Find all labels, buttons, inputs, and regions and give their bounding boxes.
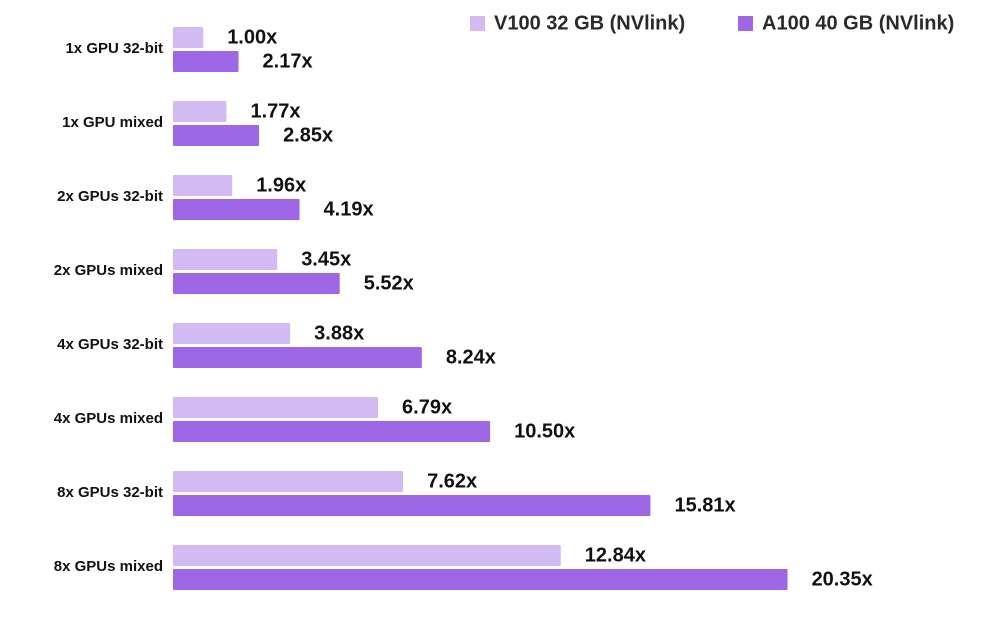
- bar: [173, 51, 239, 72]
- category-label: 1x GPU mixed: [62, 114, 163, 131]
- category-label: 8x GPUs mixed: [54, 558, 163, 575]
- bar: [173, 569, 788, 590]
- value-label: 20.35x: [812, 568, 873, 590]
- category-label: 1x GPU 32-bit: [65, 40, 163, 57]
- bar: [173, 249, 278, 270]
- value-label: 10.50x: [514, 420, 575, 442]
- value-label: 2.85x: [283, 124, 333, 146]
- value-label: 3.88x: [314, 322, 364, 344]
- value-label: 7.62x: [427, 470, 477, 492]
- legend-swatch: [738, 16, 753, 31]
- value-label: 6.79x: [402, 396, 452, 418]
- legend-label: V100 32 GB (NVlink): [494, 12, 685, 34]
- bar: [173, 323, 291, 344]
- legend-label: A100 40 GB (NVlink): [762, 12, 954, 34]
- bar: [173, 347, 422, 368]
- value-label: 1.96x: [256, 174, 306, 196]
- value-label: 1.00x: [227, 26, 277, 48]
- value-label: 3.45x: [301, 248, 351, 270]
- bar: [173, 101, 227, 122]
- value-label: 8.24x: [446, 346, 496, 368]
- category-label: 4x GPUs mixed: [54, 410, 163, 427]
- bar: [173, 273, 340, 294]
- value-label: 2.17x: [263, 50, 313, 72]
- value-label: 4.19x: [324, 198, 374, 220]
- bar: [173, 199, 300, 220]
- bar: [173, 495, 651, 516]
- legend-swatch: [470, 16, 485, 31]
- value-label: 15.81x: [674, 494, 735, 516]
- value-label: 12.84x: [585, 544, 646, 566]
- value-label: 5.52x: [364, 272, 414, 294]
- bar: [173, 125, 260, 146]
- bar: [173, 421, 491, 442]
- bar: [173, 27, 204, 48]
- bar: [173, 471, 404, 492]
- category-label: 8x GPUs 32-bit: [57, 484, 163, 501]
- value-label: 1.77x: [250, 100, 300, 122]
- bar: [173, 175, 233, 196]
- category-label: 4x GPUs 32-bit: [57, 336, 163, 353]
- bar: [173, 545, 561, 566]
- category-label: 2x GPUs 32-bit: [57, 188, 163, 205]
- bar: [173, 397, 379, 418]
- category-label: 2x GPUs mixed: [54, 262, 163, 279]
